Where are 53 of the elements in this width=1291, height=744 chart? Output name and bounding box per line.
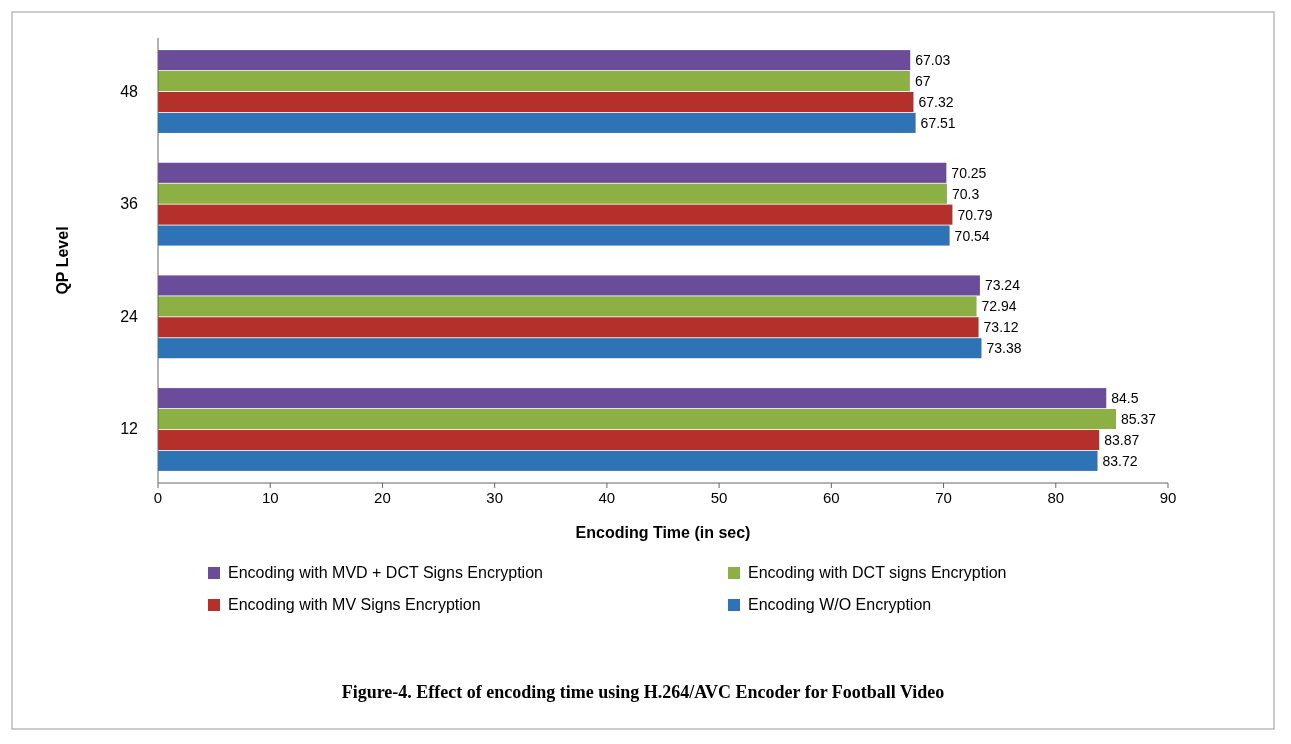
y-tick-label: 24 <box>120 307 139 325</box>
bar <box>158 408 1117 430</box>
data-label: 85.37 <box>1121 411 1157 428</box>
text: Figure-4. Effect of encoding time using H.264/AVC Encoder for Football Video <box>341 682 945 702</box>
data-label: 73.12 <box>983 319 1019 336</box>
x-tick-label: 70 <box>935 489 952 506</box>
y-axis-title: QP Level <box>54 226 71 295</box>
y-tick-label: 36 <box>120 195 139 213</box>
bar <box>158 317 979 338</box>
data-label: 67 <box>914 73 931 90</box>
bar <box>158 225 950 246</box>
data-label: 83.87 <box>1104 431 1140 448</box>
data-label: 70.25 <box>951 164 987 181</box>
bar <box>158 162 947 183</box>
legend-label: Encoding with MVD + DCT Signs Encryption <box>228 564 543 581</box>
data-label: 73.38 <box>986 340 1022 357</box>
x-tick-label: 40 <box>598 489 616 506</box>
legend-label: Encoding W/O Encryption <box>748 596 932 613</box>
x-tick-label: 80 <box>1047 489 1065 506</box>
x-axis-title: Encoding Time (in sec) <box>575 524 751 541</box>
data-label: 70.54 <box>954 227 990 244</box>
bar <box>158 183 947 204</box>
bar <box>158 338 982 359</box>
bar <box>158 71 910 92</box>
x-tick-label: 10 <box>261 489 279 506</box>
x-tick-label: 50 <box>710 489 728 506</box>
bar <box>158 91 914 113</box>
data-label: 83.72 <box>1102 452 1138 469</box>
data-label: 67.51 <box>920 114 956 131</box>
x-tick-label: 30 <box>486 489 504 506</box>
bar <box>158 296 977 317</box>
bar <box>158 50 911 71</box>
x-tick-label: 90 <box>1159 489 1177 506</box>
data-label: 84.5 <box>1111 390 1139 407</box>
bar <box>158 450 1098 471</box>
x-tick-label: 0 <box>153 489 163 506</box>
data-label: 70.79 <box>957 206 993 223</box>
legend-label: Encoding with MV Signs Encryption <box>228 596 481 613</box>
legend-label: Encoding with DCT signs Encryption <box>748 564 1007 581</box>
y-tick-label: 48 <box>120 82 139 100</box>
data-label: 67.32 <box>918 93 954 110</box>
data-label: 70.3 <box>951 185 980 202</box>
x-tick-label: 20 <box>374 489 391 506</box>
x-tick-label: 60 <box>822 489 840 506</box>
bar <box>158 112 916 133</box>
bar <box>158 388 1107 409</box>
data-label: 73.24 <box>984 277 1021 294</box>
data-label: 72.94 <box>981 298 1017 315</box>
bar <box>158 275 980 296</box>
bar <box>158 204 953 225</box>
data-label: 67.03 <box>915 52 951 69</box>
y-tick-label: 12 <box>120 420 139 438</box>
bar <box>158 429 1100 450</box>
